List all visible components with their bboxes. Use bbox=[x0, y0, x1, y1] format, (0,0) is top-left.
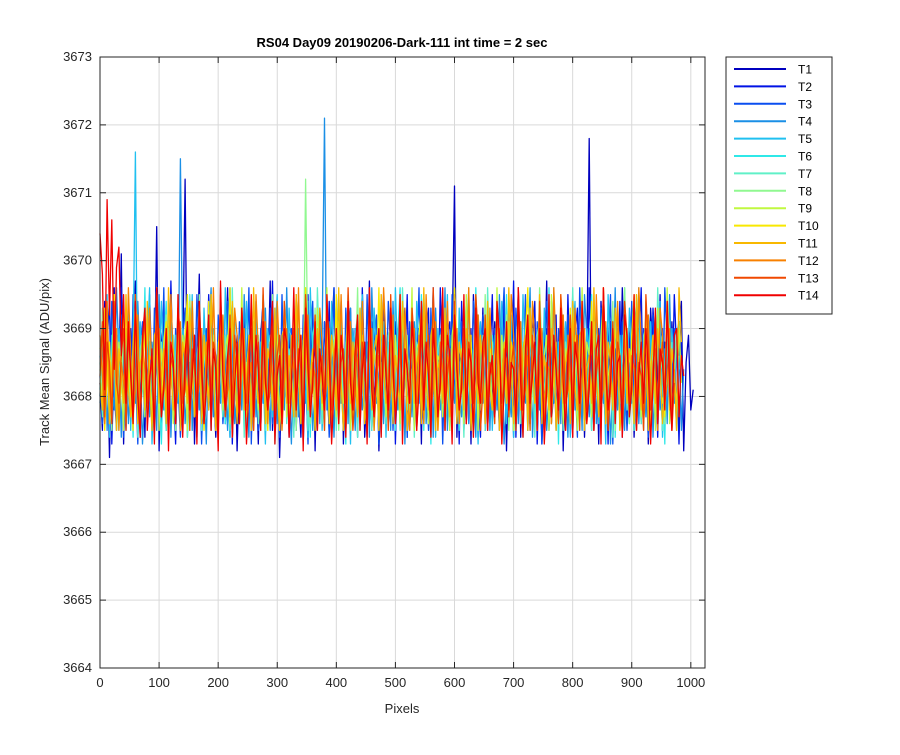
legend-box bbox=[725, 56, 833, 315]
legend-item-t6: T6 bbox=[734, 150, 812, 164]
legend-item-t14: T14 bbox=[734, 289, 819, 303]
legend-label: T4 bbox=[798, 115, 812, 129]
legend: T1 T2 T3 T4 T5 T6 T7 T8 T9 T10 T11 T12 T13 T14 bbox=[725, 56, 833, 315]
x-axis-label: Pixels bbox=[385, 701, 420, 716]
legend-label: T11 bbox=[798, 237, 818, 251]
x-tick-label: 200 bbox=[207, 675, 229, 690]
y-tick-label: 3666 bbox=[63, 524, 92, 539]
series-line-t14 bbox=[99, 198, 685, 452]
x-tick-label: 1000 bbox=[676, 675, 705, 690]
legend-label: T12 bbox=[798, 254, 819, 268]
legend-label: T14 bbox=[798, 289, 819, 303]
axes-box bbox=[99, 56, 706, 669]
x-tick-label: 0 bbox=[96, 675, 103, 690]
y-tick-label: 3671 bbox=[63, 185, 92, 200]
x-tick-label: 900 bbox=[621, 675, 643, 690]
y-tick-label: 3667 bbox=[63, 456, 92, 471]
legend-item-t7: T7 bbox=[734, 167, 812, 181]
y-tick-label: 3664 bbox=[63, 660, 92, 675]
legend-item-t8: T8 bbox=[734, 184, 812, 198]
x-tick-label: 400 bbox=[325, 675, 347, 690]
legend-item-t4: T4 bbox=[734, 115, 812, 129]
legend-item-t1: T1 bbox=[734, 63, 812, 77]
legend-label: T1 bbox=[798, 63, 812, 77]
y-axis-label: Track Mean Signal (ADU/pix) bbox=[37, 278, 52, 446]
legend-item-t5: T5 bbox=[734, 132, 812, 146]
y-tick-label: 3669 bbox=[63, 321, 92, 336]
y-tick-label: 3665 bbox=[63, 592, 92, 607]
y-tick-label: 3672 bbox=[63, 117, 92, 132]
x-tick-label: 600 bbox=[444, 675, 466, 690]
legend-item-t9: T9 bbox=[734, 202, 812, 216]
legend-label: T8 bbox=[798, 184, 812, 198]
legend-item-t13: T13 bbox=[734, 271, 819, 285]
y-tick-label: 3668 bbox=[63, 388, 92, 403]
legend-label: T5 bbox=[798, 132, 812, 146]
legend-label: T3 bbox=[798, 97, 812, 111]
x-tick-label: 500 bbox=[385, 675, 407, 690]
chart-title: RS04 Day09 20190206-Dark-111 int time = … bbox=[257, 35, 548, 50]
legend-item-t12: T12 bbox=[734, 254, 819, 268]
legend-label: T9 bbox=[798, 202, 812, 216]
x-tick-label: 700 bbox=[503, 675, 525, 690]
legend-label: T13 bbox=[798, 271, 819, 285]
legend-item-t2: T2 bbox=[734, 80, 812, 94]
x-tick-label: 100 bbox=[148, 675, 170, 690]
legend-label: T2 bbox=[798, 80, 812, 94]
y-tick-label: 3670 bbox=[63, 253, 92, 268]
y-axis-ticks: 3664 3665 3666 3667 3668 3669 3670 3671 3672 3673 bbox=[63, 49, 705, 675]
legend-label: T10 bbox=[798, 219, 819, 233]
y-tick-label: 3673 bbox=[63, 49, 92, 64]
legend-item-t11: T11 bbox=[734, 237, 818, 251]
legend-item-t10: T10 bbox=[734, 219, 819, 233]
x-tick-label: 300 bbox=[266, 675, 288, 690]
legend-label: T7 bbox=[798, 167, 812, 181]
legend-item-t3: T3 bbox=[734, 97, 812, 111]
x-axis-ticks: 0 100 200 300 400 500 600 700 800 900 1000 bbox=[96, 57, 705, 690]
x-tick-label: 800 bbox=[562, 675, 584, 690]
legend-label: T6 bbox=[798, 150, 812, 164]
series-layer bbox=[99, 117, 694, 459]
